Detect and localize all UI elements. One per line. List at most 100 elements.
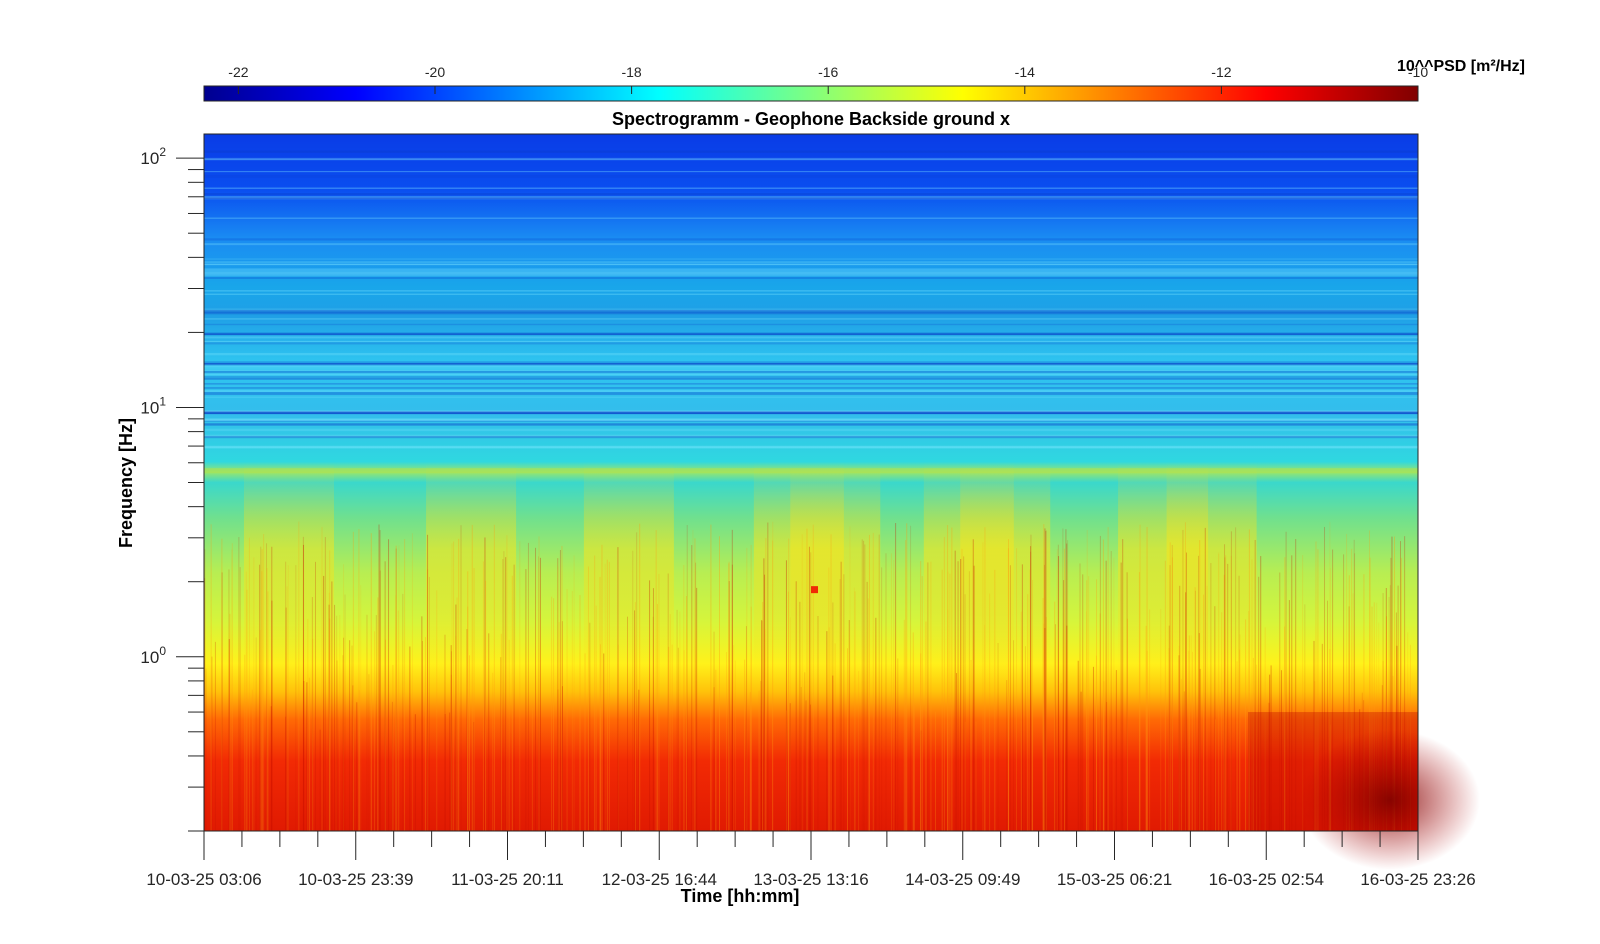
texture-streak	[1269, 674, 1271, 831]
texture-streak	[947, 571, 949, 831]
texture-streak	[658, 573, 660, 831]
texture-band	[204, 364, 1418, 367]
texture-band	[204, 238, 1418, 241]
texture-streak	[485, 580, 487, 831]
texture-streak	[444, 713, 446, 831]
texture-band	[204, 340, 1418, 343]
texture-streak	[397, 610, 399, 831]
texture-streak	[1346, 533, 1348, 831]
colorbar-gradient	[203, 85, 1419, 102]
texture-streak	[336, 615, 338, 831]
texture-streak	[595, 605, 597, 831]
texture-streak	[1168, 648, 1170, 831]
texture-streak	[484, 537, 486, 831]
texture-streak	[828, 567, 830, 831]
texture-band	[204, 323, 1418, 326]
texture-streak	[634, 602, 636, 831]
texture-streak	[669, 614, 671, 831]
texture-streak	[1230, 531, 1232, 831]
texture-streak	[799, 601, 801, 831]
texture-streak	[1235, 527, 1237, 831]
texture-streak	[558, 622, 560, 831]
texture-streak	[424, 637, 426, 831]
texture-streak	[832, 675, 834, 831]
x-axis: 10-03-25 03:06 10-03-25 23:39 11-03-25 20:…	[146, 831, 1476, 889]
texture-streak	[1126, 572, 1128, 831]
texture-band	[204, 446, 1418, 449]
texture-band	[204, 193, 1418, 196]
texture-streak	[378, 524, 380, 831]
texture-streak	[395, 545, 397, 831]
texture-streak	[599, 576, 601, 831]
texture-streak	[1214, 606, 1216, 831]
texture-streak	[248, 537, 250, 831]
texture-streak	[1027, 594, 1029, 831]
texture-streak	[482, 561, 484, 831]
texture-streak	[377, 597, 379, 831]
texture-streak	[1352, 593, 1354, 831]
colorbar-label: 10^^PSD [m²/Hz]	[1397, 58, 1525, 75]
texture-streak	[538, 556, 540, 831]
texture-burst	[243, 462, 334, 681]
texture-streak	[1404, 536, 1406, 831]
texture-streak	[553, 598, 555, 831]
texture-streak	[519, 541, 521, 831]
texture-streak	[395, 595, 397, 831]
texture-streak	[1327, 600, 1329, 831]
texture-streak	[255, 637, 257, 831]
texture-band	[204, 375, 1418, 378]
texture-streak	[951, 527, 953, 831]
texture-streak	[1110, 551, 1112, 831]
texture-streak	[1400, 541, 1402, 831]
texture-streak	[1169, 565, 1171, 831]
texture-streak	[636, 532, 638, 831]
texture-streak	[456, 597, 458, 831]
texture-streak	[374, 631, 376, 831]
x-axis-label: Time [hh:mm]	[681, 886, 800, 906]
texture-streak	[1057, 544, 1059, 831]
texture-band	[204, 411, 1418, 415]
texture-streak	[692, 529, 694, 831]
x-tick-label: 10-03-25 23:39	[298, 870, 413, 889]
texture-streak	[450, 645, 452, 831]
texture-streak	[1259, 706, 1261, 831]
texture-streak	[809, 704, 811, 831]
texture-streak	[848, 620, 850, 831]
texture-streak	[973, 565, 975, 831]
texture-streak	[266, 568, 268, 831]
texture-streak	[566, 588, 568, 831]
texture-streak	[795, 581, 797, 831]
texture-streak	[655, 530, 657, 831]
texture-band	[204, 370, 1418, 374]
texture-band	[204, 290, 1418, 292]
texture-streak	[840, 561, 842, 831]
texture-streak	[323, 575, 325, 831]
texture-streak	[508, 639, 510, 831]
texture-streak	[221, 538, 223, 831]
texture-streak	[1386, 616, 1388, 831]
texture-streak	[1203, 594, 1205, 831]
texture-band	[204, 373, 1418, 376]
texture-streak	[676, 609, 678, 831]
texture-streak	[1032, 580, 1034, 831]
texture-streak	[1280, 670, 1282, 831]
colorbar-tick-label: -14	[1015, 64, 1035, 80]
texture-streak	[270, 706, 272, 831]
x-tick-label: 14-03-25 09:49	[905, 870, 1020, 889]
texture-band	[204, 434, 1418, 438]
texture-streak	[839, 579, 841, 831]
texture-streak	[360, 585, 362, 831]
texture-streak	[1054, 601, 1056, 831]
texture-band	[204, 410, 1418, 413]
texture-streak	[1149, 609, 1151, 831]
texture-streak	[458, 538, 460, 831]
texture-streak	[557, 566, 559, 831]
texture-streak	[1385, 587, 1387, 831]
texture-streak	[1077, 660, 1079, 831]
texture-streak	[1168, 625, 1170, 831]
texture-streak	[331, 581, 333, 831]
texture-streak	[214, 641, 216, 831]
texture-band	[204, 377, 1418, 380]
texture-streak	[867, 598, 869, 831]
texture-streak	[762, 601, 764, 831]
